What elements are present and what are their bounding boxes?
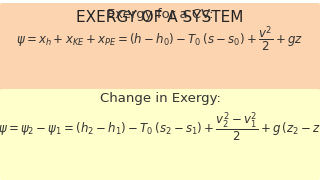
FancyBboxPatch shape [0,89,320,180]
Text: $\psi = x_h + x_{KE} + x_{PE} = (h - h_0) - T_0\,(s - s_0) + \dfrac{v^2}{2} + gz: $\psi = x_h + x_{KE} + x_{PE} = (h - h_0… [16,25,304,54]
FancyBboxPatch shape [0,3,320,94]
Text: Change in Exergy:: Change in Exergy: [100,92,220,105]
Text: $\Delta\psi = \psi_2 - \psi_1 = (h_2 - h_1) - T_0\,(s_2 - s_1) + \dfrac{v_2^2 - : $\Delta\psi = \psi_2 - \psi_1 = (h_2 - h… [0,110,320,143]
Text: Exergy for a CV:: Exergy for a CV: [107,8,213,21]
Text: EXERGY OF A SYSTEM: EXERGY OF A SYSTEM [76,10,244,25]
